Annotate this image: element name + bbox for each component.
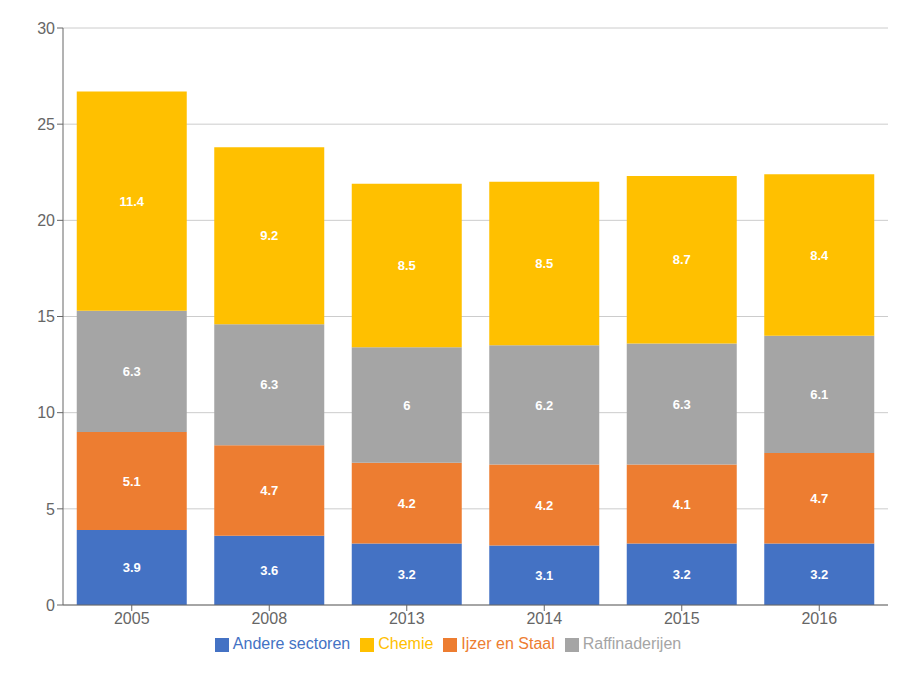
svg-text:6.2: 6.2 [535,398,553,413]
html-text:Ijzer en Staal: Ijzer en Staal [461,635,555,652]
svg-text:0: 0 [46,597,55,614]
svg-text:8.4: 8.4 [810,248,829,263]
svg-text:25: 25 [37,116,55,133]
svg-text:2014: 2014 [526,610,562,627]
svg-text:3.2: 3.2 [398,567,416,582]
svg-text:8.5: 8.5 [398,258,416,273]
svg-text:2015: 2015 [664,610,700,627]
svg-text:30: 30 [37,20,55,37]
svg-text:6.3: 6.3 [260,377,278,392]
html-text:Andere sectoren: Andere sectoren [232,635,351,652]
svg-text:6.3: 6.3 [673,397,691,412]
html-text:Raffinaderijen: Raffinaderijen [582,635,682,652]
svg-text:4.2: 4.2 [535,498,553,513]
svg-text:11.4: 11.4 [119,194,144,209]
svg-text:6.1: 6.1 [810,387,828,402]
svg-text:2005: 2005 [114,610,150,627]
svg-text:3.2: 3.2 [673,567,691,582]
svg-text:2008: 2008 [251,610,287,627]
svg-text:6: 6 [403,398,410,413]
svg-text:6.3: 6.3 [123,364,141,379]
svg-text:5.1: 5.1 [123,474,141,489]
svg-text:10: 10 [37,404,55,421]
svg-text:20: 20 [37,212,55,229]
svg-text:2016: 2016 [801,610,837,627]
svg-text:5: 5 [46,501,55,518]
html-text:Chemie: Chemie [378,635,434,652]
svg-text:9.2: 9.2 [260,228,278,243]
svg-text:4.2: 4.2 [398,496,416,511]
svg-text:4.1: 4.1 [673,497,691,512]
svg-text:8.5: 8.5 [535,256,553,271]
svg-text:3.1: 3.1 [535,568,553,583]
svg-text:2013: 2013 [389,610,425,627]
svg-text:4.7: 4.7 [810,491,828,506]
svg-text:3.2: 3.2 [810,567,828,582]
svg-text:4.7: 4.7 [260,483,278,498]
svg-text:8.7: 8.7 [673,252,691,267]
svg-text:3.9: 3.9 [123,560,141,575]
svg-text:3.6: 3.6 [260,563,278,578]
svg-text:15: 15 [37,308,55,325]
